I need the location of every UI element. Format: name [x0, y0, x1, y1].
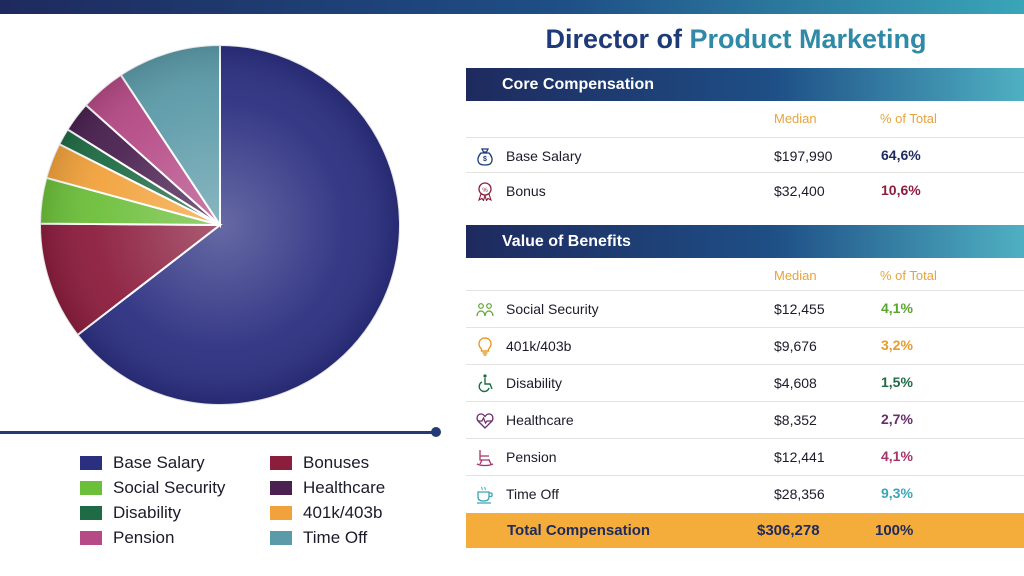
svg-text:%: % [482, 188, 488, 194]
total-pct: 100% [875, 522, 914, 539]
award-badge-icon: % [475, 181, 495, 201]
pie-chart-svg [40, 43, 401, 406]
legend-label: Disability [113, 503, 182, 522]
table-row: Healthcare $8,352 2,7% [466, 401, 1024, 438]
row-pct: 1,5% [881, 374, 913, 390]
row-median: $12,455 [774, 301, 825, 317]
row-median: $197,990 [774, 148, 833, 164]
legend-item: 401k/403b [270, 502, 420, 524]
table-row: $ Base Salary $197,990 64,6% [466, 137, 1024, 174]
benefits-pct-column-header: % of Total [880, 268, 937, 283]
legend-swatch [80, 506, 102, 520]
page-title: Director of Product Marketing [466, 24, 1006, 55]
people-icon [475, 299, 495, 319]
title-part-1: Director of [545, 24, 690, 54]
legend-label: Pension [113, 528, 175, 547]
row-pct: 9,3% [881, 485, 913, 501]
core-pct-column-header: % of Total [880, 111, 937, 126]
rocking-chair-icon [475, 447, 495, 467]
chart-divider-line [0, 431, 436, 434]
legend-swatch [80, 481, 102, 495]
legend-label: 401k/403b [303, 503, 383, 522]
core-compensation-title: Core Compensation [502, 75, 655, 93]
table-row: Time Off $28,356 9,3% [466, 475, 1024, 512]
table-row: Social Security $12,455 4,1% [466, 290, 1024, 327]
total-compensation-bar: Total Compensation $306,278 100% [466, 513, 1024, 548]
legend-label: Time Off [303, 528, 368, 547]
legend-item: Base Salary [80, 452, 270, 474]
row-median: $4,608 [774, 375, 817, 391]
wheelchair-icon [475, 373, 495, 393]
row-label: Time Off [506, 486, 559, 502]
legend-item: Pension [80, 527, 270, 549]
heartbeat-icon [475, 410, 495, 430]
legend-label: Healthcare [303, 478, 386, 497]
row-pct: 10,6% [881, 182, 921, 198]
benefits-header: Value of Benefits [466, 225, 1024, 258]
row-pct: 4,1% [881, 448, 913, 464]
top-accent-bar [0, 0, 1024, 14]
row-pct: 4,1% [881, 300, 913, 316]
core-compensation-header: Core Compensation [466, 68, 1024, 101]
legend-label: Social Security [113, 478, 226, 497]
table-row: Disability $4,608 1,5% [466, 364, 1024, 401]
legend-label: Bonuses [303, 453, 370, 472]
row-pct: 3,2% [881, 337, 913, 353]
legend-swatch [80, 456, 102, 470]
row-label: Social Security [506, 301, 599, 317]
svg-text:$: $ [483, 156, 487, 163]
row-label: 401k/403b [506, 338, 572, 354]
legend-swatch [80, 531, 102, 545]
title-part-2: Product Marketing [689, 24, 927, 54]
legend-swatch [270, 531, 292, 545]
row-median: $12,441 [774, 449, 825, 465]
legend-swatch [270, 481, 292, 495]
row-median: $8,352 [774, 412, 817, 428]
total-median: $306,278 [757, 522, 820, 539]
table-row: 401k/403b $9,676 3,2% [466, 327, 1024, 364]
legend-item: Healthcare [270, 477, 420, 499]
legend-item: Bonuses [270, 452, 420, 474]
legend-item: Time Off [270, 527, 420, 549]
legend-item: Disability [80, 502, 270, 524]
chart-legend: Base Salary Bonuses Social Security Healthc… [80, 452, 420, 549]
row-label: Disability [506, 375, 563, 391]
legend-swatch [270, 506, 292, 520]
chart-divider-dot [431, 427, 441, 437]
legend-item: Social Security [80, 477, 270, 499]
row-median: $9,676 [774, 338, 817, 354]
table-row: Pension $12,441 4,1% [466, 438, 1024, 475]
core-median-column-header: Median [774, 111, 817, 126]
total-label: Total Compensation [507, 522, 651, 539]
row-pct: 2,7% [881, 411, 913, 427]
row-label: Pension [506, 449, 557, 465]
row-label: Base Salary [506, 148, 582, 164]
row-pct: 64,6% [881, 147, 921, 163]
money-bag-icon: $ [475, 146, 495, 166]
table-row: % Bonus $32,400 10,6% [466, 172, 1024, 209]
lightbulb-icon [475, 336, 495, 356]
coffee-cup-icon [475, 484, 495, 504]
benefits-median-column-header: Median [774, 268, 817, 283]
pie-chart [40, 40, 430, 420]
row-label: Bonus [506, 183, 546, 199]
row-median: $32,400 [774, 183, 825, 199]
legend-label: Base Salary [113, 453, 205, 472]
legend-swatch [270, 456, 292, 470]
row-median: $28,356 [774, 486, 825, 502]
benefits-title: Value of Benefits [502, 232, 631, 250]
row-label: Healthcare [506, 412, 574, 428]
